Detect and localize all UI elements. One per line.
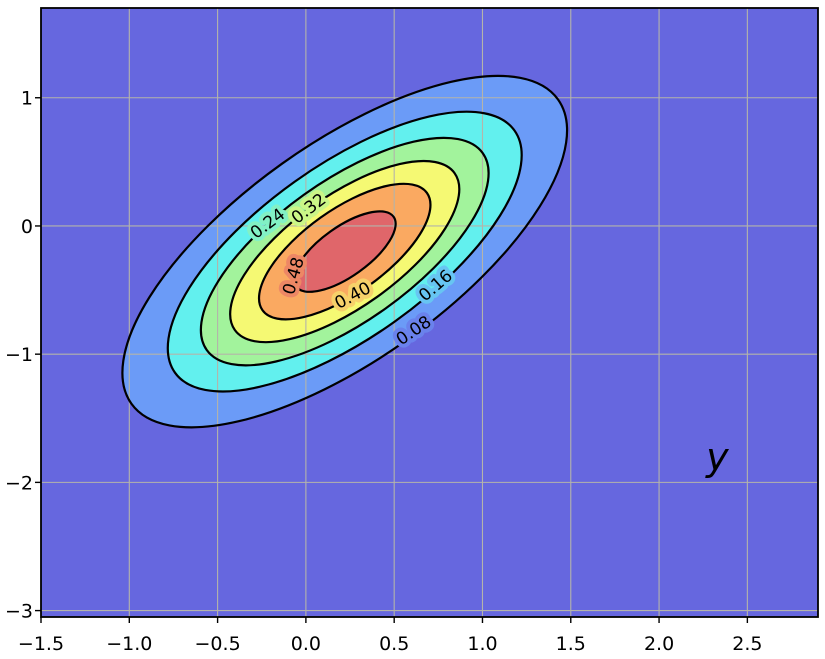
contour-line-0.08 <box>121 74 569 429</box>
x-tick-label: −0.5 <box>195 633 241 655</box>
contour-fill-bands <box>41 8 818 617</box>
y-axis-ticks: 1 0 −1 −2 −3 <box>5 88 41 623</box>
y-tick-label: 1 <box>21 88 33 110</box>
x-tick-label: 2.5 <box>732 633 762 655</box>
contour-line-0.48 <box>292 210 397 293</box>
gridlines <box>41 8 818 617</box>
contour-line-0.32 <box>229 159 461 344</box>
x-tick-label: 1.0 <box>467 633 497 655</box>
x-tick-label: −1.5 <box>18 633 64 655</box>
y-tick-label: −1 <box>5 344 33 366</box>
contour-line-0.24 <box>199 136 490 367</box>
annotation-y: y <box>705 435 729 479</box>
x-tick-label: 2.0 <box>644 633 674 655</box>
x-axis-ticks: −1.5 −1.0 −0.5 0.0 0.5 1.0 1.5 2.0 2.5 <box>18 617 762 655</box>
contour-line-0.16 <box>166 110 523 393</box>
contour-line-0.40 <box>257 182 432 321</box>
x-tick-label: −1.0 <box>106 633 152 655</box>
contour-band-0.48 <box>293 211 396 292</box>
x-tick-label: 0.5 <box>379 633 409 655</box>
x-tick-label: 1.5 <box>556 633 586 655</box>
y-tick-label: −2 <box>5 472 33 494</box>
axes-spines <box>40 7 819 618</box>
x-tick-label: 0.0 <box>291 633 321 655</box>
contour-lines <box>121 74 569 429</box>
y-tick-label: 0 <box>21 216 33 238</box>
y-tick-label: −3 <box>5 601 33 623</box>
